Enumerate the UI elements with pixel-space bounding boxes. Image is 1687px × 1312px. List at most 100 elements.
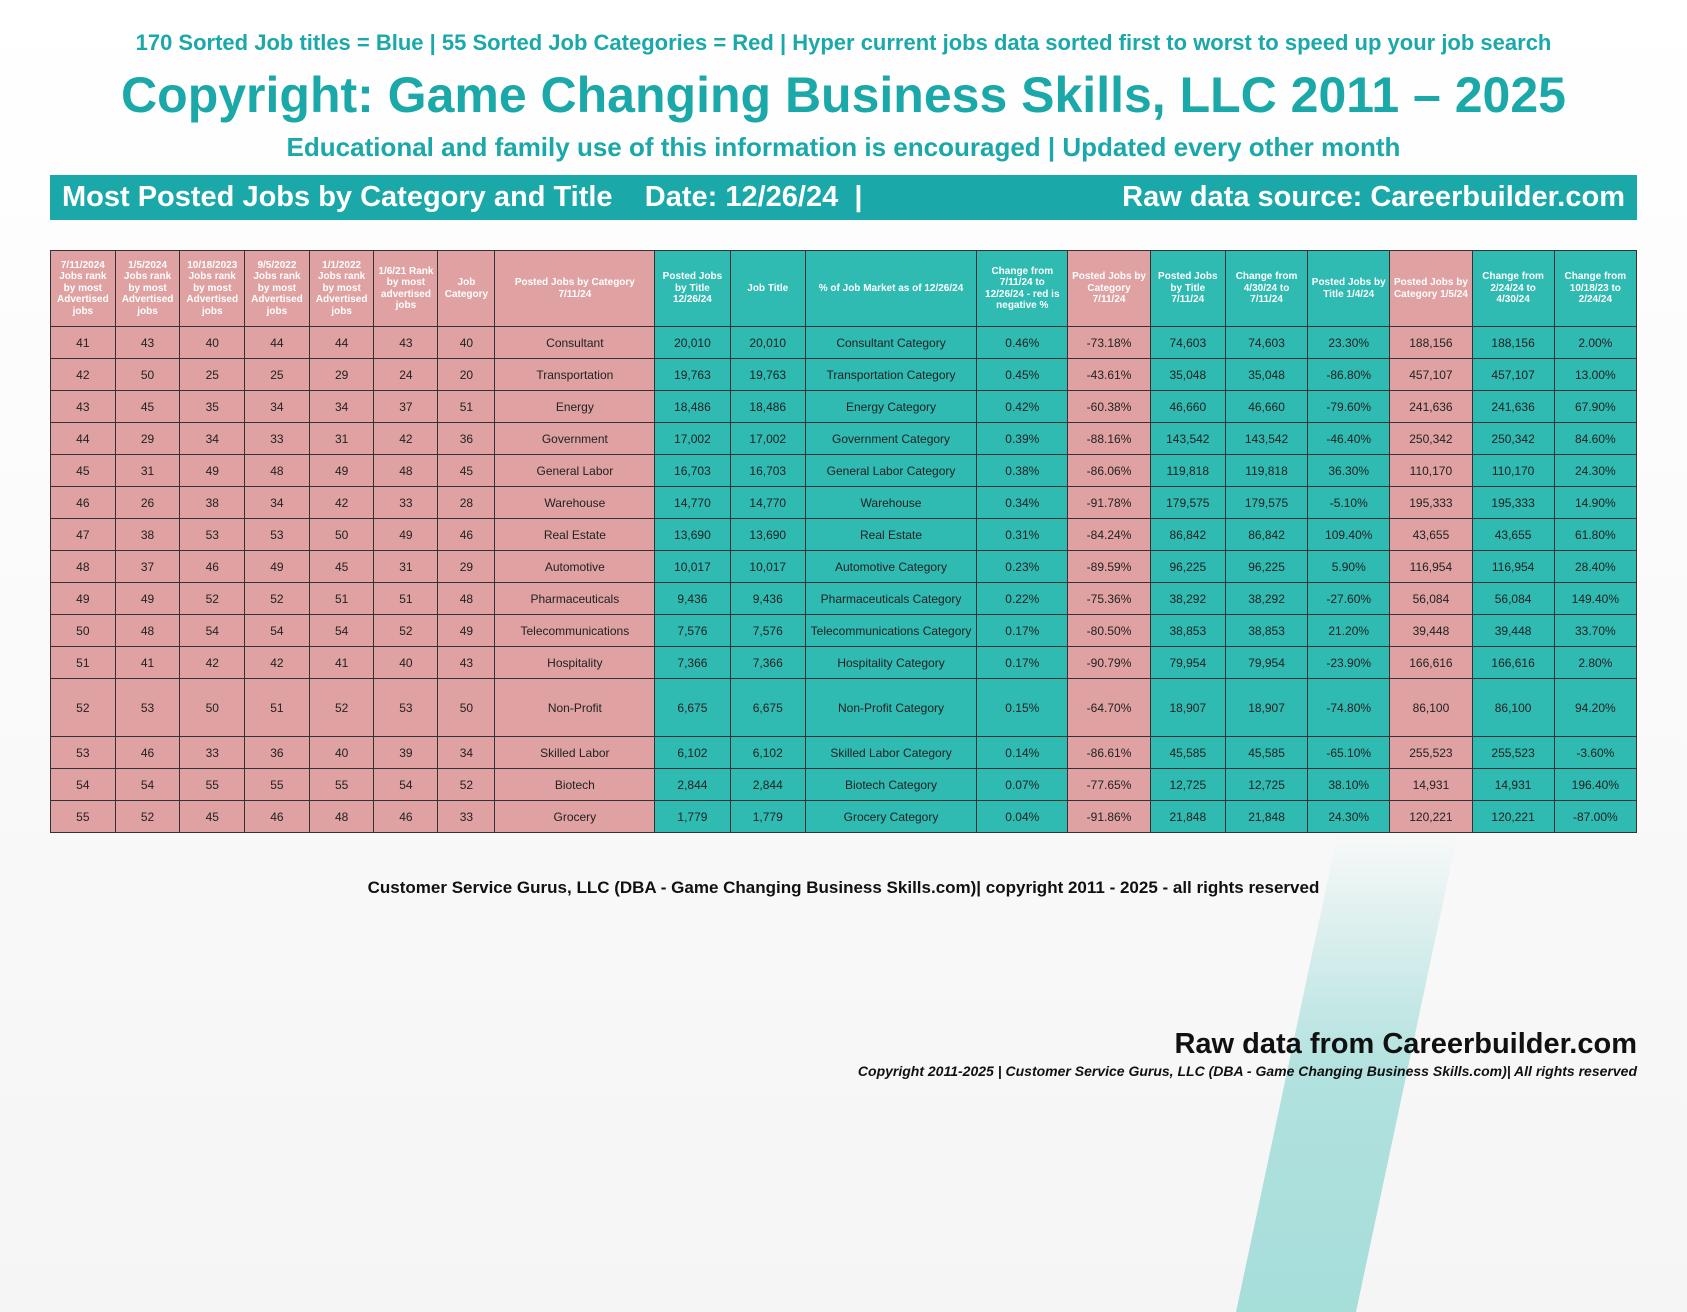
table-cell: 45,585 [1150, 737, 1225, 769]
table-cell: 86,100 [1472, 679, 1554, 737]
table-cell: 44 [309, 327, 374, 359]
table-cell: 19,763 [655, 359, 730, 391]
table-cell: 52 [245, 583, 310, 615]
table-cell: 250,342 [1472, 423, 1554, 455]
table-cell: 54 [245, 615, 310, 647]
column-header: Posted Jobs by Category 1/5/24 [1390, 251, 1472, 327]
table-row: 46263834423328Warehouse14,77014,770Wareh… [51, 487, 1637, 519]
table-cell: 38,292 [1225, 583, 1307, 615]
table-cell: 51 [309, 583, 374, 615]
table-cell: 1,779 [730, 801, 805, 833]
table-row: 51414242414043Hospitality7,3667,366Hospi… [51, 647, 1637, 679]
table-cell: 45 [438, 455, 495, 487]
column-header: 9/5/2022 Jobs rank by most Advertised jo… [245, 251, 310, 327]
table-cell: 49 [374, 519, 438, 551]
table-cell: 0.17% [977, 615, 1068, 647]
table-row: 49495252515148Pharmaceuticals9,4369,436P… [51, 583, 1637, 615]
table-cell: 28 [438, 487, 495, 519]
table-cell: 52 [309, 679, 374, 737]
table-cell: Energy Category [805, 391, 976, 423]
table-cell: 67.90% [1554, 391, 1636, 423]
table-cell: 9,436 [730, 583, 805, 615]
table-cell: 52 [180, 583, 245, 615]
table-cell: 24.30% [1308, 801, 1390, 833]
table-cell: 51 [374, 583, 438, 615]
table-cell: 2,844 [655, 769, 730, 801]
table-cell: 53 [374, 679, 438, 737]
table-cell: 29 [115, 423, 180, 455]
table-cell: -90.79% [1068, 647, 1150, 679]
table-cell: 38,292 [1150, 583, 1225, 615]
table-cell: 46 [115, 737, 180, 769]
table-cell: 45 [115, 391, 180, 423]
table-cell: 21,848 [1225, 801, 1307, 833]
table-cell: 34 [180, 423, 245, 455]
table-cell: 457,107 [1390, 359, 1472, 391]
table-cell: 34 [309, 391, 374, 423]
table-row: 50485454545249Telecommunications7,5767,5… [51, 615, 1637, 647]
table-cell: 18,486 [655, 391, 730, 423]
table-cell: 50 [51, 615, 116, 647]
table-cell: Skilled Labor [495, 737, 655, 769]
table-cell: 34 [438, 737, 495, 769]
table-cell: 110,170 [1390, 455, 1472, 487]
table-cell: 52 [374, 615, 438, 647]
table-cell: 48 [51, 551, 116, 583]
table-cell: 36 [438, 423, 495, 455]
table-cell: 143,542 [1225, 423, 1307, 455]
table-cell: 29 [438, 551, 495, 583]
table-cell: 12,725 [1225, 769, 1307, 801]
table-cell: 33 [438, 801, 495, 833]
column-header: Posted Jobs by Title 7/11/24 [1150, 251, 1225, 327]
table-cell: 0.04% [977, 801, 1068, 833]
table-cell: -60.38% [1068, 391, 1150, 423]
table-cell: 45 [180, 801, 245, 833]
table-cell: 120,221 [1390, 801, 1472, 833]
table-cell: 18,907 [1225, 679, 1307, 737]
table-cell: Real Estate [805, 519, 976, 551]
table-body: 41434044444340Consultant20,01020,010Cons… [51, 327, 1637, 833]
table-cell: 39,448 [1472, 615, 1554, 647]
table-cell: 33 [374, 487, 438, 519]
table-cell: 53 [180, 519, 245, 551]
table-cell: 52 [115, 801, 180, 833]
table-cell: 47 [51, 519, 116, 551]
table-cell: 79,954 [1150, 647, 1225, 679]
table-row: 41434044444340Consultant20,01020,010Cons… [51, 327, 1637, 359]
table-cell: 12,725 [1150, 769, 1225, 801]
table-cell: 94.20% [1554, 679, 1636, 737]
table-cell: 48 [438, 583, 495, 615]
table-cell: 53 [51, 737, 116, 769]
table-cell: 34 [245, 391, 310, 423]
table-cell: Automotive [495, 551, 655, 583]
table-cell: 96,225 [1225, 551, 1307, 583]
table-cell: 149.40% [1554, 583, 1636, 615]
table-cell: 54 [180, 615, 245, 647]
table-cell: Transportation Category [805, 359, 976, 391]
table-cell: 43 [51, 391, 116, 423]
table-cell: 40 [309, 737, 374, 769]
table-cell: 54 [374, 769, 438, 801]
table-cell: 86,100 [1390, 679, 1472, 737]
table-cell: 24.30% [1554, 455, 1636, 487]
table-cell: 49 [309, 455, 374, 487]
table-cell: 5.90% [1308, 551, 1390, 583]
table-cell: 51 [245, 679, 310, 737]
table-cell: 119,818 [1150, 455, 1225, 487]
table-cell: 109.40% [1308, 519, 1390, 551]
table-cell: 41 [115, 647, 180, 679]
table-cell: 13.00% [1554, 359, 1636, 391]
table-cell: -87.00% [1554, 801, 1636, 833]
table-cell: 26 [115, 487, 180, 519]
table-cell: 38.10% [1308, 769, 1390, 801]
table-cell: 45,585 [1225, 737, 1307, 769]
table-cell: 48 [309, 801, 374, 833]
table-cell: 38 [180, 487, 245, 519]
table-cell: 55 [180, 769, 245, 801]
table-cell: 33 [180, 737, 245, 769]
column-header: % of Job Market as of 12/26/24 [805, 251, 976, 327]
table-cell: 56,084 [1472, 583, 1554, 615]
table-cell: Energy [495, 391, 655, 423]
table-cell: 14,931 [1390, 769, 1472, 801]
table-cell: 48 [374, 455, 438, 487]
